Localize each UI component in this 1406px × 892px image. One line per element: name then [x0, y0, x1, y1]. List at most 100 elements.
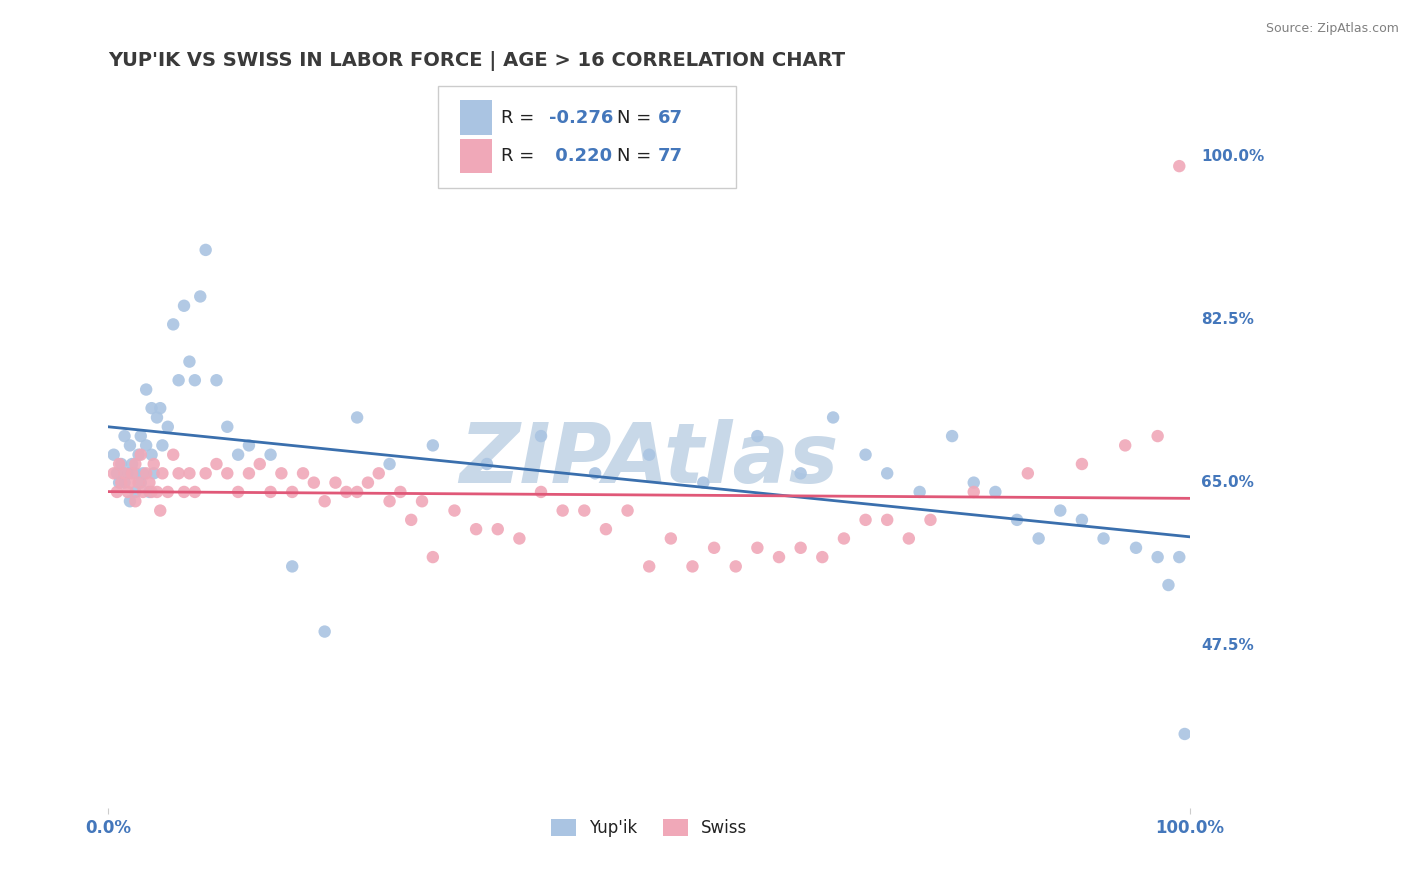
- Point: [595, 522, 617, 536]
- Point: [1071, 513, 1094, 527]
- Point: [281, 559, 304, 574]
- Point: [551, 503, 574, 517]
- Point: [249, 457, 271, 471]
- Point: [574, 503, 596, 517]
- Point: [156, 419, 179, 434]
- Point: [117, 467, 139, 481]
- Point: [789, 467, 811, 481]
- Point: [583, 467, 606, 481]
- Point: [1168, 159, 1191, 173]
- Point: [194, 467, 217, 481]
- Point: [167, 373, 190, 387]
- Point: [132, 467, 155, 481]
- Point: [173, 485, 195, 500]
- Point: [142, 467, 165, 481]
- Point: [1049, 503, 1071, 517]
- Point: [855, 448, 877, 462]
- Point: [314, 494, 336, 508]
- Text: YUP'IK VS SWISS IN LABOR FORCE | AGE > 16 CORRELATION CHART: YUP'IK VS SWISS IN LABOR FORCE | AGE > 1…: [108, 51, 845, 70]
- Point: [422, 550, 444, 565]
- Point: [692, 475, 714, 490]
- Point: [443, 503, 465, 517]
- Point: [156, 485, 179, 500]
- Point: [941, 429, 963, 443]
- Point: [335, 485, 357, 500]
- Point: [110, 475, 132, 490]
- Point: [149, 401, 172, 416]
- Point: [281, 485, 304, 500]
- Point: [314, 624, 336, 639]
- Point: [128, 448, 150, 462]
- Point: [179, 467, 201, 481]
- Point: [114, 475, 136, 490]
- FancyBboxPatch shape: [439, 86, 735, 187]
- Point: [150, 467, 173, 481]
- Point: [486, 522, 509, 536]
- Text: 100.0%: 100.0%: [1201, 149, 1264, 164]
- Point: [114, 429, 136, 443]
- Point: [908, 485, 931, 500]
- Point: [138, 485, 160, 500]
- Point: [135, 383, 157, 397]
- Point: [811, 550, 834, 565]
- Point: [963, 475, 986, 490]
- Point: [103, 448, 125, 462]
- Point: [141, 401, 163, 416]
- Point: [897, 532, 920, 546]
- Point: [1005, 513, 1028, 527]
- Point: [768, 550, 790, 565]
- Point: [876, 467, 898, 481]
- Point: [367, 467, 389, 481]
- Text: 77: 77: [658, 147, 683, 165]
- Point: [984, 485, 1007, 500]
- Point: [124, 457, 146, 471]
- Point: [823, 410, 845, 425]
- Point: [124, 467, 146, 481]
- Point: [508, 532, 530, 546]
- Point: [399, 513, 422, 527]
- Point: [238, 438, 260, 452]
- Point: [378, 457, 401, 471]
- Point: [103, 467, 125, 481]
- Text: N =: N =: [617, 147, 657, 165]
- Point: [876, 513, 898, 527]
- Point: [188, 289, 211, 303]
- Point: [118, 494, 141, 508]
- Point: [105, 485, 128, 500]
- Point: [146, 485, 169, 500]
- Point: [703, 541, 725, 555]
- Point: [129, 475, 152, 490]
- Point: [184, 485, 207, 500]
- Point: [270, 467, 292, 481]
- Point: [162, 448, 184, 462]
- Point: [118, 475, 141, 490]
- Point: [142, 457, 165, 471]
- Point: [346, 485, 368, 500]
- Point: [162, 318, 184, 332]
- Point: [1168, 550, 1191, 565]
- Point: [389, 485, 412, 500]
- Point: [638, 559, 661, 574]
- Point: [108, 457, 131, 471]
- Point: [530, 485, 553, 500]
- Point: [1146, 550, 1168, 565]
- Point: [217, 419, 239, 434]
- Point: [129, 429, 152, 443]
- Point: [124, 494, 146, 508]
- Point: [149, 503, 172, 517]
- Text: 67: 67: [658, 109, 683, 127]
- Point: [205, 373, 228, 387]
- FancyBboxPatch shape: [460, 100, 492, 135]
- Point: [659, 532, 682, 546]
- Point: [1146, 429, 1168, 443]
- Point: [110, 457, 132, 471]
- FancyBboxPatch shape: [460, 138, 492, 173]
- Text: N =: N =: [617, 109, 657, 127]
- Point: [682, 559, 704, 574]
- Text: 47.5%: 47.5%: [1201, 638, 1254, 653]
- Point: [146, 410, 169, 425]
- Point: [616, 503, 638, 517]
- Point: [530, 429, 553, 443]
- Point: [1017, 467, 1039, 481]
- Point: [226, 485, 249, 500]
